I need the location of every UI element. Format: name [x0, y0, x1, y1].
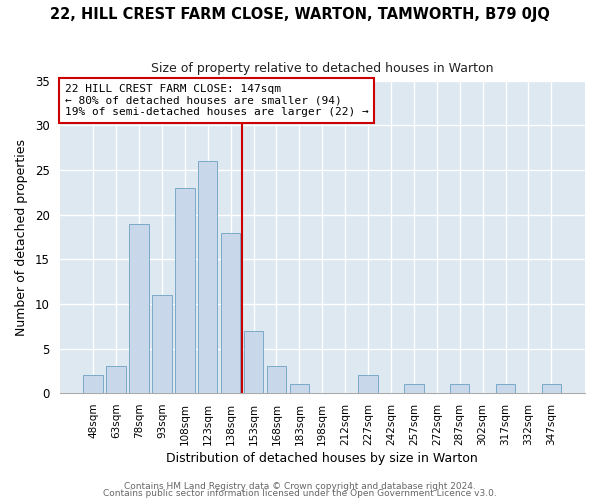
Text: 22, HILL CREST FARM CLOSE, WARTON, TAMWORTH, B79 0JQ: 22, HILL CREST FARM CLOSE, WARTON, TAMWO… — [50, 8, 550, 22]
Bar — [358, 376, 378, 393]
Bar — [129, 224, 149, 393]
Title: Size of property relative to detached houses in Warton: Size of property relative to detached ho… — [151, 62, 494, 76]
Bar — [244, 330, 263, 393]
Bar — [152, 295, 172, 393]
Text: Contains public sector information licensed under the Open Government Licence v3: Contains public sector information licen… — [103, 489, 497, 498]
Bar — [106, 366, 126, 393]
Bar — [267, 366, 286, 393]
Bar — [404, 384, 424, 393]
Bar — [221, 232, 241, 393]
Text: 22 HILL CREST FARM CLOSE: 147sqm
← 80% of detached houses are smaller (94)
19% o: 22 HILL CREST FARM CLOSE: 147sqm ← 80% o… — [65, 84, 368, 117]
Bar — [542, 384, 561, 393]
Bar — [496, 384, 515, 393]
Y-axis label: Number of detached properties: Number of detached properties — [15, 138, 28, 336]
Bar — [290, 384, 309, 393]
X-axis label: Distribution of detached houses by size in Warton: Distribution of detached houses by size … — [166, 452, 478, 465]
Bar — [83, 376, 103, 393]
Bar — [175, 188, 194, 393]
Bar — [450, 384, 469, 393]
Text: Contains HM Land Registry data © Crown copyright and database right 2024.: Contains HM Land Registry data © Crown c… — [124, 482, 476, 491]
Bar — [198, 161, 217, 393]
